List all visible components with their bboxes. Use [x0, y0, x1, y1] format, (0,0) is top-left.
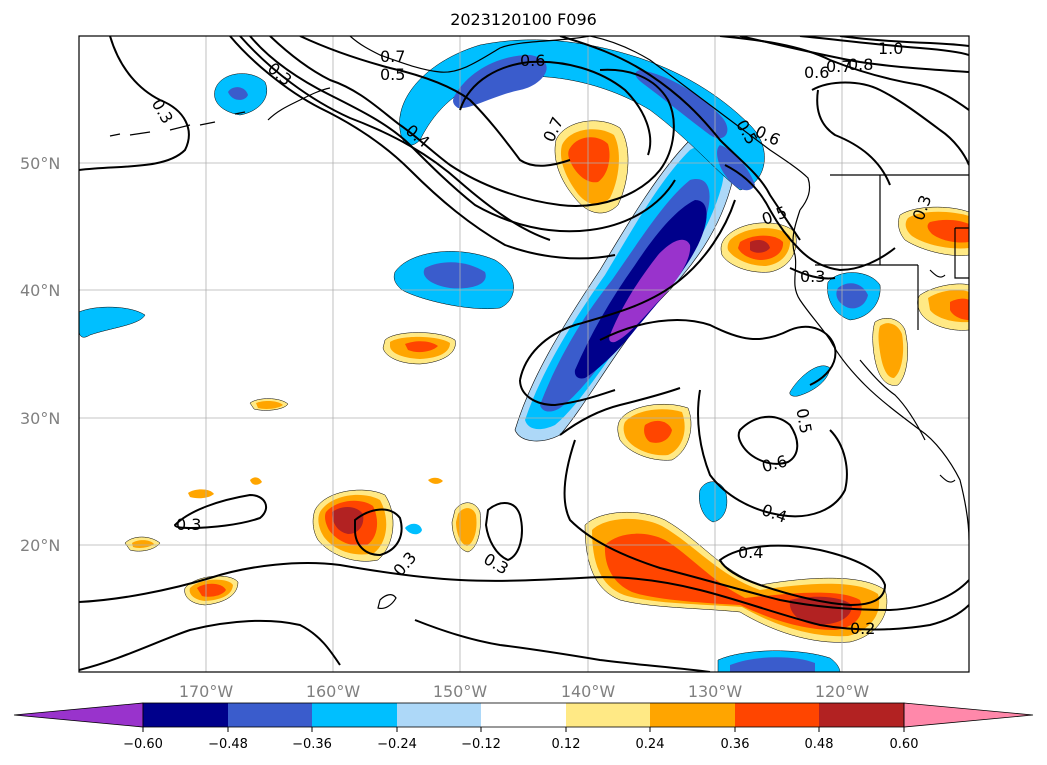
contour-label: 0.2: [850, 619, 875, 638]
colorbar-segment: [650, 703, 735, 727]
colorbar-tick-label: 0.48: [805, 737, 834, 752]
lon-label-150w: 150°W: [433, 682, 488, 701]
colorbar-segment: [481, 703, 566, 727]
contour-label: 0.3: [176, 515, 201, 534]
contour-label: 1.0: [878, 39, 903, 58]
colorbar-tick-label: −0.60: [123, 737, 163, 752]
colorbar-over-triangle: [903, 702, 1034, 728]
lat-label-40n: 40°N: [20, 281, 60, 300]
colorbar-tick-label: 0.12: [552, 737, 581, 752]
lon-label-170w: 170°W: [179, 682, 234, 701]
contour-lines: [79, 36, 969, 672]
colorbar-segment: [143, 703, 228, 727]
contour-label: 0.6: [520, 51, 545, 70]
coastlines: [109, 36, 969, 610]
colorbar-under-triangle: [13, 702, 144, 728]
contour-label: 0.7: [826, 57, 851, 76]
contour-label: 0.8: [848, 55, 873, 74]
contour-label: 0.4: [738, 543, 763, 562]
contour-label: 0.7: [380, 47, 405, 66]
colorbar-tick-label: 0.36: [721, 737, 750, 752]
colorbar-tick-label: 0.60: [890, 737, 919, 752]
map-gridlines: [79, 36, 969, 672]
colorbar: −0.60 −0.48 −0.36 −0.24 −0.12 0.12 0.24 …: [13, 702, 1034, 752]
colorbar-tick-label: −0.48: [208, 737, 248, 752]
lat-label-30n: 30°N: [20, 409, 60, 428]
map-area: 0.3 0.3 0.7 0.5 0.6 0.4 0.7 0.6 0.5 0.6 …: [79, 36, 969, 672]
lon-label-160w: 160°W: [306, 682, 361, 701]
longitude-labels: 170°W 160°W 150°W 140°W 130°W 120°W: [179, 682, 870, 701]
map-frame: [78, 35, 970, 673]
colorbar-segment: [819, 703, 904, 727]
latitude-labels: 50°N 40°N 30°N 20°N: [20, 154, 60, 555]
contour-label: 0.6: [804, 63, 829, 82]
lon-label-120w: 120°W: [815, 682, 870, 701]
colorbar-tick-label: 0.24: [636, 737, 665, 752]
colorbar-segment: [735, 703, 819, 727]
lon-label-140w: 140°W: [561, 682, 616, 701]
colorbar-tick-label: −0.36: [292, 737, 332, 752]
colorbar-segment: [312, 703, 397, 727]
lat-label-50n: 50°N: [20, 154, 60, 173]
colorbar-segment: [397, 703, 481, 727]
lat-label-20n: 20°N: [20, 536, 60, 555]
page-title: 2023120100 F096: [450, 10, 597, 29]
colorbar-tick-label: −0.12: [461, 737, 501, 752]
contour-label: 0.5: [380, 65, 405, 84]
contour-label: 0.5: [792, 407, 815, 435]
colorbar-segment: [228, 703, 312, 727]
lon-label-130w: 130°W: [688, 682, 743, 701]
contour-label: 0.3: [800, 267, 825, 286]
colorbar-segment: [566, 703, 650, 727]
colorbar-tick-label: −0.24: [377, 737, 417, 752]
